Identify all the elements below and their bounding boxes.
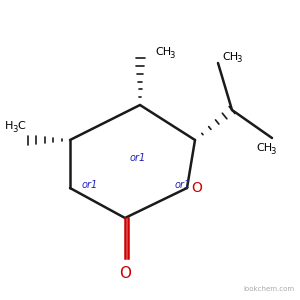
Text: H: H [5,121,14,131]
Text: 3: 3 [236,56,242,64]
Text: or1: or1 [175,180,191,190]
Text: CH: CH [222,52,238,62]
Text: 3: 3 [12,124,17,134]
Text: C: C [17,121,25,131]
Text: 3: 3 [169,50,174,59]
Text: CH: CH [155,47,171,57]
Text: 3: 3 [270,146,275,155]
Text: CH: CH [256,143,272,153]
Text: or1: or1 [82,180,98,190]
Text: O: O [191,181,202,195]
Text: lookchem.com: lookchem.com [244,286,295,292]
Text: or1: or1 [130,153,146,163]
Text: O: O [119,266,131,281]
